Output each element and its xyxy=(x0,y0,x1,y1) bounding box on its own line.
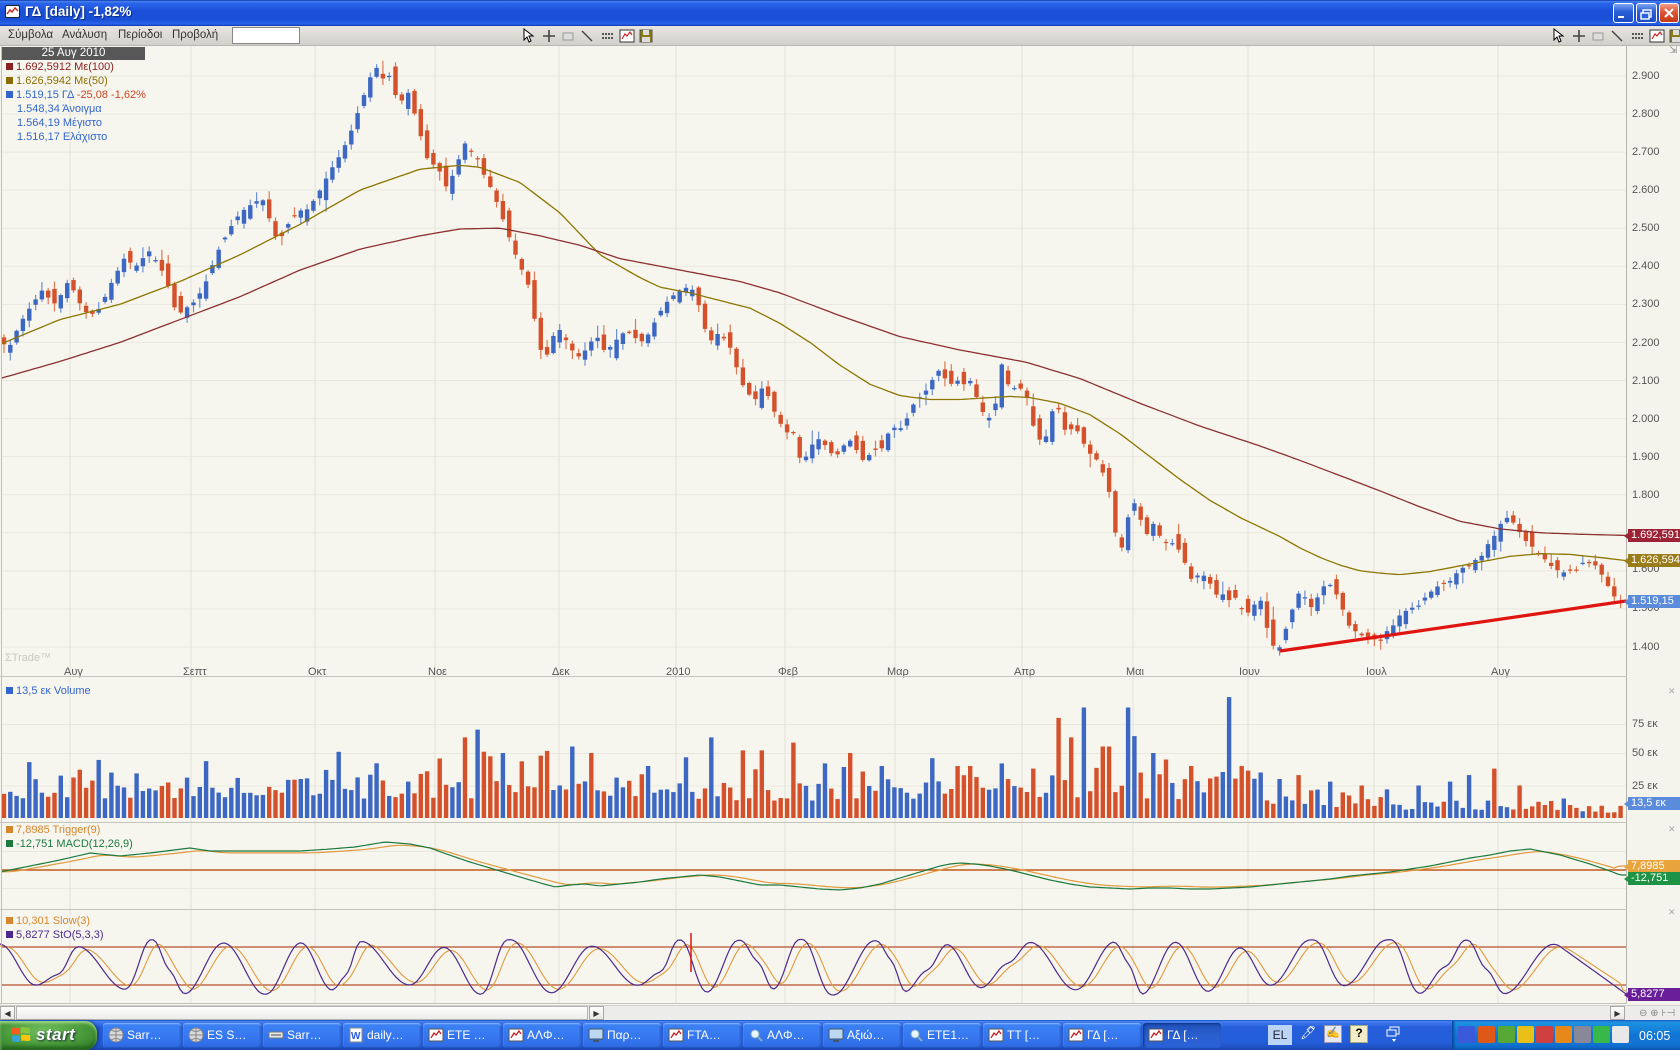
svg-text:W: W xyxy=(351,1031,361,1042)
